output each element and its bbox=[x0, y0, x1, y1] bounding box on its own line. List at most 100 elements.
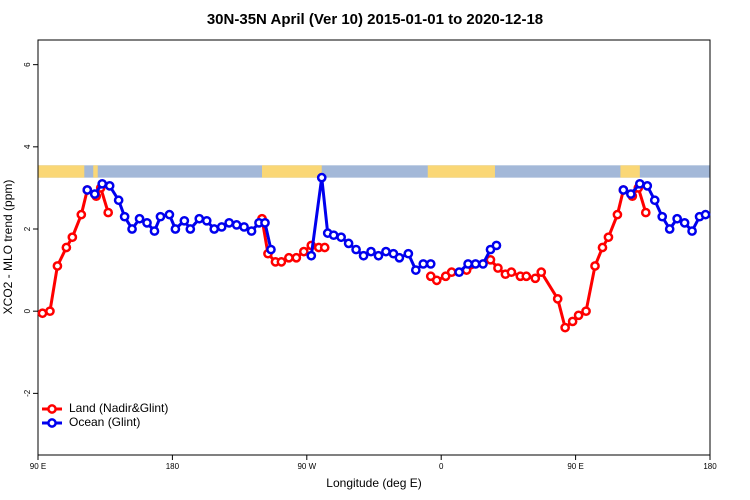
legend-marker bbox=[47, 418, 57, 428]
data-point bbox=[216, 222, 227, 232]
data-point bbox=[194, 213, 205, 224]
data-point bbox=[687, 226, 697, 236]
data-point bbox=[454, 267, 464, 278]
data-point bbox=[425, 259, 436, 269]
x-tick-label: 180 bbox=[703, 462, 717, 471]
data-point bbox=[463, 259, 473, 269]
data-point bbox=[700, 209, 711, 220]
data-point bbox=[37, 308, 48, 319]
data-point bbox=[343, 238, 354, 249]
data-point bbox=[291, 252, 302, 263]
data-point bbox=[358, 250, 369, 261]
data-point bbox=[581, 306, 591, 317]
data-point bbox=[603, 232, 614, 243]
data-point bbox=[491, 240, 502, 251]
data-point bbox=[113, 195, 124, 206]
data-point bbox=[657, 211, 668, 222]
y-axis-label: XCO2 - MLO trend (ppm) bbox=[1, 180, 15, 315]
data-point bbox=[672, 213, 682, 224]
data-point bbox=[521, 271, 532, 282]
data-point bbox=[560, 322, 570, 333]
data-point bbox=[276, 257, 287, 267]
data-point bbox=[573, 310, 584, 321]
x-tick-label: 90 W bbox=[297, 462, 316, 471]
chart-title: 30N-35N April (Ver 10) 2015-01-01 to 202… bbox=[207, 11, 543, 28]
data-point bbox=[410, 265, 421, 275]
data-point bbox=[485, 254, 496, 265]
x-tick-label: 0 bbox=[439, 462, 444, 471]
series-line bbox=[429, 184, 648, 331]
y-tick-label: -2 bbox=[23, 389, 32, 397]
data-point bbox=[626, 189, 636, 199]
data-point bbox=[642, 181, 653, 191]
data-point bbox=[142, 217, 152, 228]
data-point bbox=[679, 217, 690, 228]
data-point bbox=[67, 232, 78, 243]
data-point bbox=[61, 242, 72, 253]
data-point bbox=[246, 226, 257, 236]
plot-frame bbox=[37, 39, 711, 456]
data-point bbox=[394, 252, 405, 263]
data-point bbox=[316, 172, 327, 183]
data-point bbox=[530, 273, 541, 284]
data-point bbox=[97, 178, 108, 189]
land-band bbox=[38, 165, 85, 178]
data-point bbox=[470, 259, 481, 269]
data-point bbox=[89, 189, 100, 199]
data-point bbox=[664, 224, 675, 234]
data-point bbox=[431, 275, 442, 286]
series-line bbox=[86, 182, 273, 250]
data-point bbox=[478, 259, 488, 269]
legend-marker bbox=[47, 404, 57, 414]
data-point bbox=[366, 246, 376, 257]
data-point bbox=[597, 242, 608, 253]
data-point bbox=[185, 224, 196, 234]
y-tick-label: 6 bbox=[23, 62, 32, 67]
data-point bbox=[634, 178, 645, 189]
data-point bbox=[76, 209, 87, 220]
data-point bbox=[104, 181, 115, 191]
data-point bbox=[418, 259, 429, 269]
data-point bbox=[336, 232, 346, 243]
data-point bbox=[567, 316, 578, 327]
data-point bbox=[381, 246, 391, 257]
data-point bbox=[82, 185, 93, 195]
data-point bbox=[201, 215, 212, 226]
x-axis-label: Longitude (deg E) bbox=[326, 476, 421, 490]
legend-label: Ocean (Glint) bbox=[69, 415, 140, 429]
data-point bbox=[373, 250, 384, 261]
data-point bbox=[446, 267, 457, 278]
data-point bbox=[306, 250, 317, 261]
data-point bbox=[134, 213, 145, 224]
data-point bbox=[284, 252, 294, 263]
data-point bbox=[119, 211, 130, 222]
data-point bbox=[319, 242, 330, 253]
x-tick-label: 90 E bbox=[567, 462, 583, 471]
data-point bbox=[239, 222, 249, 232]
data-point bbox=[231, 220, 242, 230]
data-point bbox=[640, 207, 651, 218]
data-point bbox=[103, 207, 114, 218]
data-point bbox=[155, 211, 166, 222]
data-point bbox=[179, 215, 190, 226]
land-band bbox=[427, 165, 495, 178]
data-point bbox=[612, 209, 623, 220]
data-point bbox=[328, 230, 339, 241]
land-band bbox=[262, 165, 322, 178]
data-point bbox=[127, 224, 137, 234]
land-band bbox=[620, 165, 640, 178]
series-line bbox=[42, 184, 110, 315]
data-point bbox=[618, 185, 629, 195]
x-tick-label: 90 E bbox=[30, 462, 46, 471]
data-point bbox=[170, 224, 181, 234]
data-point bbox=[224, 217, 234, 228]
data-point bbox=[493, 263, 503, 273]
land-band bbox=[93, 165, 98, 178]
data-point bbox=[552, 294, 563, 304]
x-tick-label: 180 bbox=[166, 462, 180, 471]
y-tick-label: 2 bbox=[23, 226, 32, 231]
legend-label: Land (Nadir&Glint) bbox=[69, 401, 168, 415]
data-point bbox=[164, 209, 175, 220]
data-point bbox=[590, 261, 600, 271]
